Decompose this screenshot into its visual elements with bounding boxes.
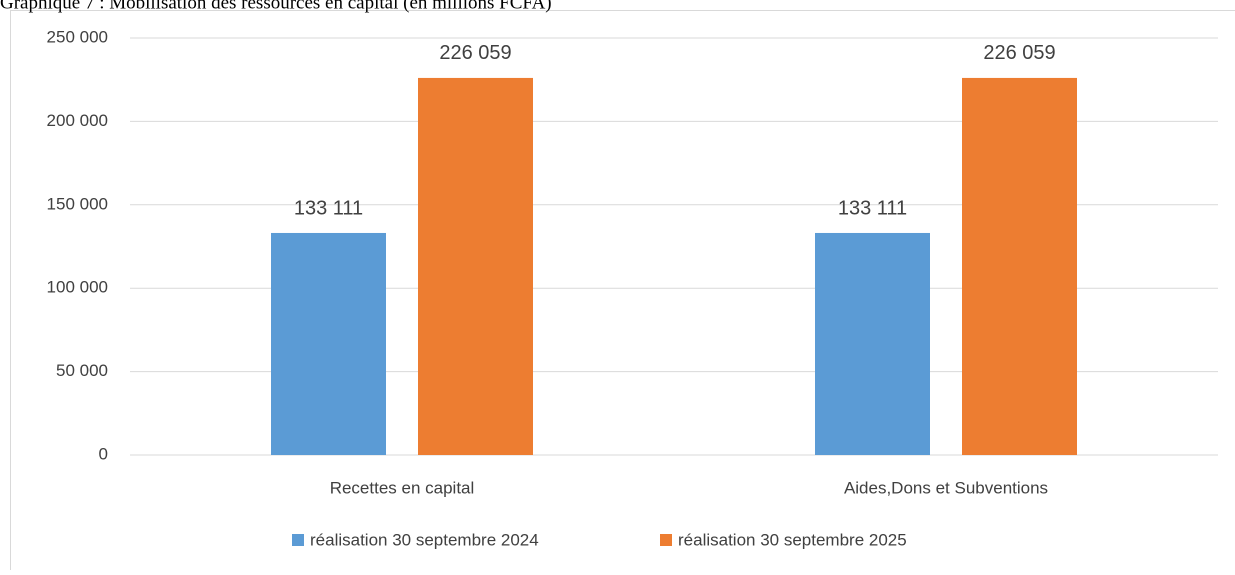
legend-swatch [292,534,304,546]
legend-swatch [660,534,672,546]
bar [815,233,930,455]
legend-label: réalisation 30 septembre 2024 [310,530,539,549]
legend-label: réalisation 30 septembre 2025 [678,530,907,549]
x-tick-label: Recettes en capital [330,478,475,497]
data-label: 133 111 [838,197,907,219]
y-tick-label: 0 [99,444,108,463]
bar [962,78,1077,455]
y-tick-label: 250 000 [47,27,108,46]
bar [418,78,533,455]
y-tick-label: 200 000 [47,111,108,130]
y-tick-label: 50 000 [56,361,108,380]
y-tick-label: 100 000 [47,278,108,297]
data-label: 226 059 [983,42,1055,64]
data-label: 226 059 [439,42,511,64]
bar [271,233,386,455]
y-tick-label: 150 000 [47,194,108,213]
data-label: 133 111 [294,197,363,219]
x-tick-label: Aides,Dons et Subventions [844,478,1048,497]
chart-title: Graphique 7 : Mobilisation des ressource… [0,0,552,13]
